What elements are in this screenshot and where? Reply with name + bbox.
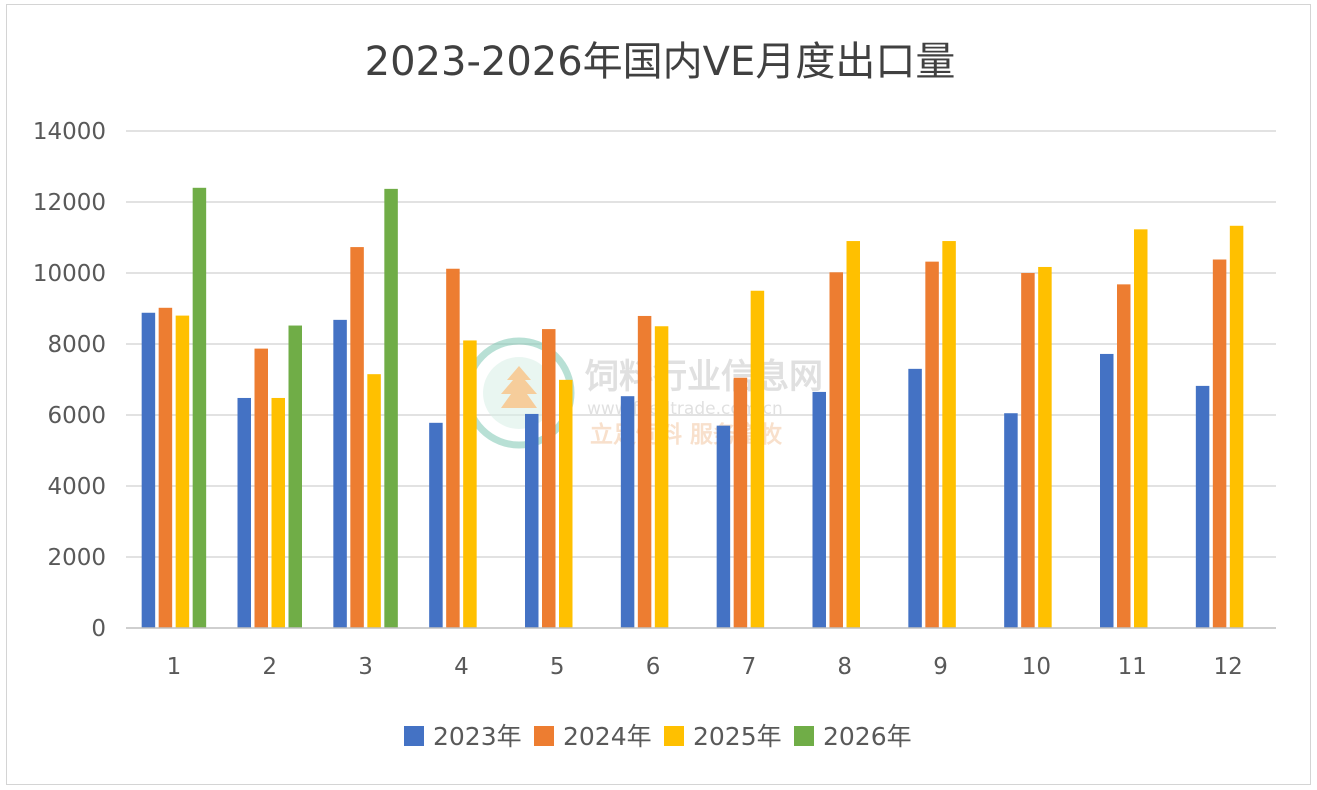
- bar-2024年-1[interactable]: [158, 307, 173, 628]
- bar-2024年-7[interactable]: [733, 377, 748, 628]
- bar-2024年-11[interactable]: [1117, 284, 1131, 628]
- bar-2025年-10[interactable]: [1038, 266, 1052, 628]
- x-tick-label: 6: [646, 654, 661, 680]
- bar-2024年-8[interactable]: [829, 272, 844, 628]
- legend-swatch: [794, 726, 814, 746]
- bar-2023年-10[interactable]: [1004, 413, 1018, 628]
- legend-label[interactable]: 2024年: [563, 722, 652, 751]
- legend-label[interactable]: 2025年: [693, 722, 782, 751]
- bar-2024年-6[interactable]: [637, 315, 652, 628]
- x-tick-label: 12: [1213, 654, 1242, 680]
- chart-title: 2023-2026年国内VE月度出口量: [365, 39, 956, 85]
- bar-2023年-5[interactable]: [525, 413, 539, 628]
- bar-2023年-12[interactable]: [1195, 385, 1210, 628]
- bar-2025年-2[interactable]: [271, 397, 286, 628]
- y-tick-label: 10000: [33, 261, 106, 287]
- bar-2023年-6[interactable]: [620, 396, 635, 628]
- bar-2025年-7[interactable]: [750, 290, 765, 628]
- watermark-wheat-icon: [501, 366, 537, 408]
- bar-2024年-2[interactable]: [254, 348, 269, 628]
- x-tick-label: 4: [454, 654, 469, 680]
- y-tick-label: 8000: [47, 332, 106, 358]
- gridlines: [126, 130, 1276, 558]
- bar-2025年-9[interactable]: [942, 241, 956, 629]
- watermark-name: 饲料行业信息网: [585, 357, 823, 397]
- bar-2025年-5[interactable]: [559, 379, 573, 628]
- bar-2026年-2[interactable]: [288, 325, 303, 628]
- legend-swatch: [404, 726, 424, 746]
- x-tick-label: 7: [742, 654, 757, 680]
- bar-2024年-5[interactable]: [542, 329, 556, 628]
- bar-2023年-8[interactable]: [812, 391, 827, 628]
- bar-2025年-12[interactable]: [1229, 225, 1244, 628]
- y-tick-label: 0: [91, 616, 106, 642]
- bar-2023年-3[interactable]: [333, 319, 347, 628]
- bar-2025年-6[interactable]: [654, 326, 669, 628]
- legend-swatch: [664, 726, 684, 746]
- y-axis-ticks: 0 2000 4000 6000 8000 10000 12000 14000: [33, 119, 106, 642]
- bar-2024年-3[interactable]: [350, 247, 364, 628]
- legend[interactable]: 2023年 2024年 2025年 2026年: [404, 722, 912, 751]
- bar-2023年-4[interactable]: [429, 422, 443, 628]
- legend-label[interactable]: 2026年: [823, 722, 912, 751]
- x-axis-ticks: 1 2 3 4 5 6 7 8 9 10 11 12: [167, 654, 1243, 680]
- bar-2025年-1[interactable]: [175, 315, 190, 628]
- bar-2025年-8[interactable]: [846, 241, 861, 629]
- bar-2025年-11[interactable]: [1134, 229, 1148, 628]
- x-tick-label: 3: [358, 654, 373, 680]
- bar-2023年-7[interactable]: [716, 425, 731, 628]
- bar-2023年-9[interactable]: [908, 368, 922, 628]
- bar-2023年-2[interactable]: [237, 397, 252, 628]
- bar-2024年-10[interactable]: [1021, 273, 1035, 628]
- bar-2024年-4[interactable]: [446, 268, 460, 628]
- x-tick-label: 2: [262, 654, 277, 680]
- y-tick-label: 4000: [47, 474, 106, 500]
- x-tick-label: 8: [837, 654, 852, 680]
- legend-swatch: [534, 726, 554, 746]
- y-tick-label: 6000: [47, 403, 106, 429]
- bar-2025年-4[interactable]: [463, 340, 477, 628]
- x-tick-label: 10: [1022, 654, 1051, 680]
- y-tick-label: 12000: [33, 190, 106, 216]
- y-tick-label: 2000: [47, 545, 106, 571]
- legend-label[interactable]: 2023年: [433, 722, 522, 751]
- bar-2024年-12[interactable]: [1212, 259, 1227, 628]
- bar-2025年-3[interactable]: [367, 374, 381, 628]
- bars: [141, 187, 1244, 629]
- x-tick-label: 11: [1118, 654, 1147, 680]
- bar-2024年-9[interactable]: [925, 261, 939, 628]
- x-tick-label: 1: [167, 654, 182, 680]
- bar-2023年-1[interactable]: [141, 312, 156, 628]
- x-tick-label: 5: [550, 654, 565, 680]
- x-tick-label: 9: [933, 654, 948, 680]
- bar-2026年-1[interactable]: [192, 187, 207, 629]
- bar-2026年-3[interactable]: [384, 188, 398, 629]
- bar-2023年-11[interactable]: [1100, 353, 1114, 628]
- y-tick-label: 14000: [33, 119, 106, 145]
